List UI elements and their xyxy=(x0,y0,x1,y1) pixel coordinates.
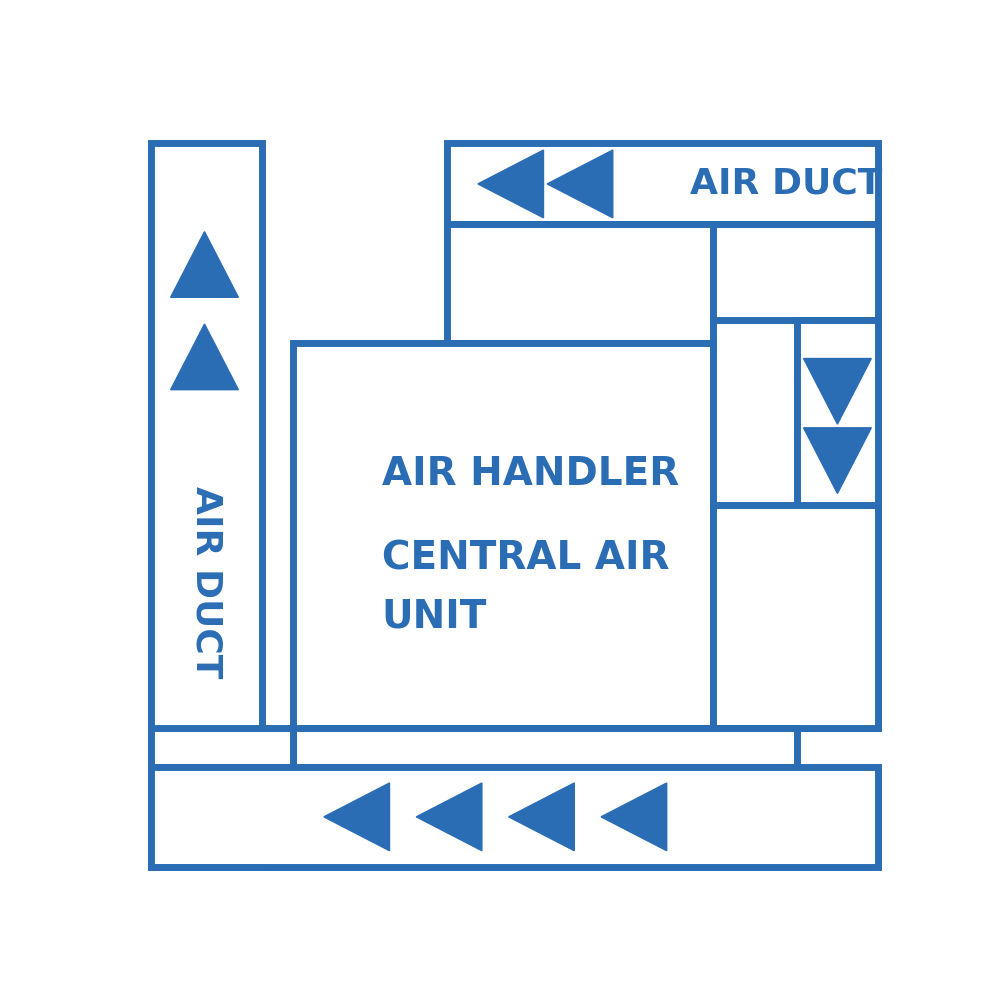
Bar xyxy=(447,224,878,320)
Polygon shape xyxy=(509,783,574,851)
Bar xyxy=(151,143,262,867)
Bar xyxy=(797,320,878,728)
Text: AIR HANDLER: AIR HANDLER xyxy=(382,455,679,493)
Polygon shape xyxy=(478,150,543,218)
Polygon shape xyxy=(416,783,482,851)
Polygon shape xyxy=(171,232,238,297)
Bar xyxy=(151,767,878,867)
Polygon shape xyxy=(547,150,613,218)
Polygon shape xyxy=(324,783,389,851)
Text: UNIT: UNIT xyxy=(382,598,487,636)
Bar xyxy=(293,728,797,767)
Text: CENTRAL AIR: CENTRAL AIR xyxy=(382,540,669,578)
Polygon shape xyxy=(804,428,871,493)
Polygon shape xyxy=(171,324,238,390)
Text: AIR DUCT: AIR DUCT xyxy=(690,167,882,201)
Polygon shape xyxy=(601,783,667,851)
Bar xyxy=(293,343,713,728)
Bar xyxy=(447,224,713,343)
Bar xyxy=(447,143,878,224)
Bar xyxy=(151,728,293,767)
Text: AIR DUCT: AIR DUCT xyxy=(189,486,223,678)
Polygon shape xyxy=(804,359,871,424)
Bar xyxy=(713,505,878,728)
